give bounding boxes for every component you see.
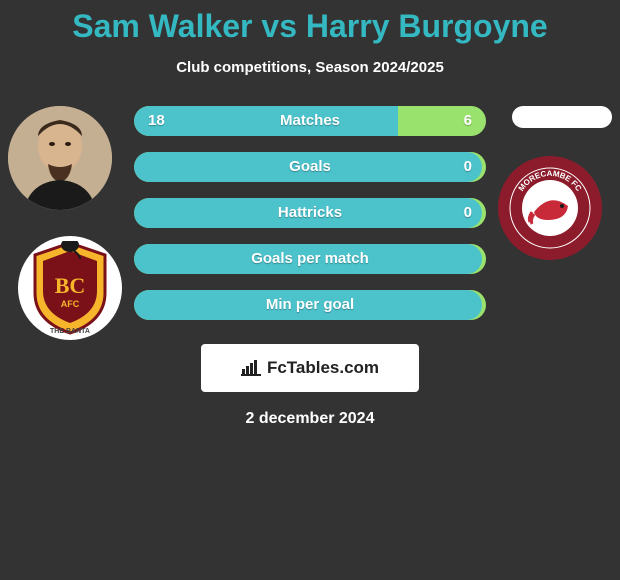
bar-goals-label: Goals [134, 152, 486, 182]
footer-brand-badge: FcTables.com [201, 344, 419, 392]
bar-min-per-goal: Min per goal [134, 290, 486, 320]
svg-text:BC: BC [55, 273, 86, 298]
bar-chart-icon [241, 360, 261, 376]
svg-text:AFC: AFC [61, 299, 80, 309]
bar-hattricks-label: Hattricks [134, 198, 486, 228]
footer-date: 2 december 2024 [0, 410, 620, 428]
player-right-photo [512, 106, 612, 128]
stat-bars: 18 Matches 6 Goals 0 Hattricks 0 Goals p… [134, 106, 486, 320]
bar-goals-per-match: Goals per match [134, 244, 486, 274]
bar-hattricks-right-value: 0 [464, 198, 472, 228]
bar-goals-right-value: 0 [464, 152, 472, 182]
club-right-badge: MORECAMBE FC [498, 156, 602, 260]
bar-matches-right-value: 6 [464, 106, 472, 136]
bar-matches: 18 Matches 6 [134, 106, 486, 136]
page-title: Sam Walker vs Harry Burgoyne [0, 0, 620, 45]
bar-hattricks: Hattricks 0 [134, 198, 486, 228]
bar-goals: Goals 0 [134, 152, 486, 182]
footer-brand-text: FcTables.com [267, 358, 379, 378]
svg-text:THE BANTA: THE BANTA [50, 328, 90, 335]
subtitle: Club competitions, Season 2024/2025 [0, 59, 620, 76]
player-left-photo [8, 106, 112, 210]
comparison-content: BC AFC THE BANTA MORECAMBE FC 18 [0, 106, 620, 428]
bar-matches-label: Matches [134, 106, 486, 136]
bar-gpm-label: Goals per match [134, 244, 486, 274]
club-left-badge: BC AFC THE BANTA [18, 236, 122, 340]
bar-mpg-label: Min per goal [134, 290, 486, 320]
